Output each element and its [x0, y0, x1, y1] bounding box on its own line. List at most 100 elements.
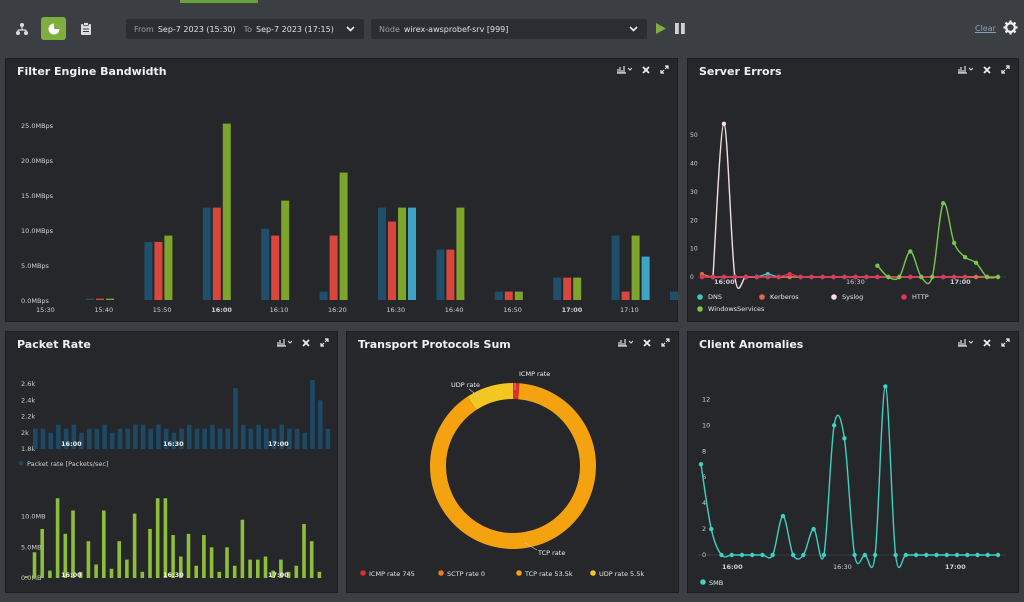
bar [202, 207, 211, 300]
panel-title: Packet Rate [17, 338, 91, 351]
node-select[interactable]: Node wirex-awsprobef-srv [999] [371, 19, 647, 39]
legend-swatch [697, 306, 703, 312]
bar [670, 291, 678, 300]
chart-type-icon[interactable] [616, 65, 632, 74]
y-tick-label: 50 [690, 132, 698, 139]
bar [187, 424, 192, 449]
pause-icon[interactable] [674, 22, 686, 35]
close-icon[interactable] [302, 338, 310, 347]
data-point [995, 552, 1001, 558]
close-icon[interactable] [642, 65, 650, 74]
close-icon[interactable] [643, 338, 651, 347]
dashboard-icon[interactable] [41, 17, 66, 40]
bar [263, 556, 268, 578]
legend-label: SCTP rate 0 [447, 570, 485, 578]
hierarchy-icon[interactable] [9, 17, 34, 40]
data-point [770, 552, 775, 558]
chart-type-icon[interactable] [957, 338, 973, 347]
expand-icon[interactable] [1001, 65, 1010, 74]
legend-label: HTTP [912, 293, 929, 301]
bar [71, 424, 77, 449]
bar [106, 298, 114, 300]
panel-client-anomalies: Client Anomalies 0 2 4 6 8 10 12 16:00 16:30 17:0… [687, 331, 1019, 593]
data-point [699, 274, 705, 280]
data-point [853, 274, 858, 280]
play-icon[interactable] [655, 22, 667, 35]
bar [179, 556, 183, 578]
x-tick-label: 16:00 [61, 571, 82, 579]
panel-title: Filter Engine Bandwidth [17, 65, 167, 78]
data-point [908, 249, 913, 254]
bar [186, 533, 191, 578]
data-point [973, 260, 979, 266]
data-point [951, 240, 957, 246]
data-point [842, 274, 847, 280]
chevron-down-icon [629, 26, 638, 32]
bar [287, 428, 292, 449]
legend-label: UDP rate 5.5k [599, 570, 644, 578]
expand-icon[interactable] [661, 338, 670, 347]
panel-packet-rate: Packet Rate 1.8k 2k 2.2k 2.4k 2.6k 16:00 16:30… [5, 331, 338, 593]
y-tick-label: 5.0MBps [21, 262, 50, 270]
bar [329, 235, 338, 300]
bar [240, 424, 246, 449]
x-tick-label: 15:50 [153, 306, 172, 314]
x-tick-label: 15:30 [36, 306, 55, 314]
data-point [908, 274, 913, 280]
bar [155, 498, 160, 578]
chart-type-icon[interactable] [276, 338, 292, 347]
close-icon[interactable] [983, 338, 991, 347]
panel-server-errors: Server Errors 0 10 20 30 40 50 16:00 16:30 17:00… [687, 58, 1019, 322]
x-tick-label: 17:00 [950, 278, 971, 286]
to-value: Sep-7 2023 (17:15) [256, 24, 334, 34]
bar [25, 576, 29, 578]
from-value: Sep-7 2023 (15:30) [157, 24, 236, 34]
x-tick-label: 17:00 [562, 306, 583, 314]
data-point [864, 274, 869, 280]
bar [514, 291, 523, 300]
legend-swatch [360, 570, 366, 576]
data-point [965, 552, 970, 558]
bar [79, 432, 84, 449]
data-point [750, 552, 755, 558]
bar [317, 400, 323, 449]
bar [504, 291, 513, 300]
expand-icon[interactable] [660, 65, 669, 74]
data-point [790, 552, 796, 558]
y-tick-label: 0 [690, 274, 694, 281]
panel-title: Client Anomalies [699, 338, 804, 351]
bar [446, 249, 455, 300]
clipboard-icon[interactable] [73, 17, 98, 40]
donut-slice [430, 383, 596, 549]
expand-icon[interactable] [320, 338, 329, 347]
y-tick-label: 20.0MBps [21, 157, 54, 165]
bar [271, 428, 277, 449]
data-point [765, 274, 770, 280]
bar [563, 277, 572, 300]
bar [256, 424, 261, 449]
legend-label: ICMP rate 745 [369, 570, 415, 578]
bar [154, 241, 163, 300]
chart-type-icon[interactable] [617, 338, 633, 347]
clear-link[interactable]: Clear [975, 24, 996, 33]
gear-icon[interactable] [1003, 20, 1018, 35]
bar [40, 528, 44, 578]
bar [271, 235, 280, 300]
bar [102, 424, 107, 449]
time-range-select[interactable]: From Sep-7 2023 (15:30) To Sep-7 2023 (1… [126, 19, 364, 39]
legend-swatch [697, 294, 703, 300]
data-point [886, 274, 891, 280]
expand-icon[interactable] [1001, 338, 1010, 347]
bar [264, 428, 269, 449]
bar [225, 428, 231, 449]
y-tick-label: 8 [702, 447, 706, 455]
donut-slice [467, 383, 514, 411]
data-point [951, 274, 957, 280]
chart-type-icon[interactable] [957, 65, 973, 74]
bar [86, 298, 94, 300]
data-point [809, 274, 814, 280]
x-tick-label: 16:10 [270, 306, 289, 314]
close-icon[interactable] [983, 65, 991, 74]
x-tick-label: 15:40 [94, 306, 113, 314]
bar [294, 428, 300, 449]
